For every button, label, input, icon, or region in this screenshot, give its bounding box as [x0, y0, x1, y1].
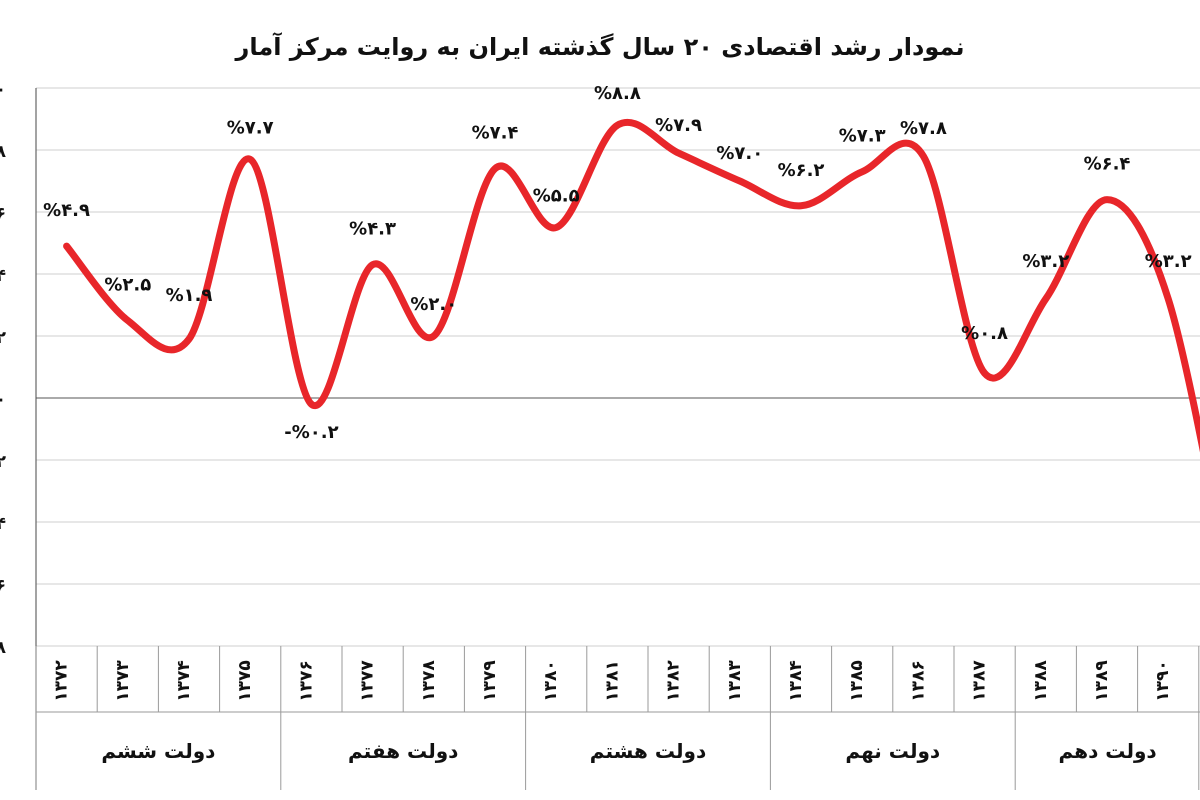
data-label: %۷.۹ — [655, 115, 702, 136]
data-label: %۴.۹ — [43, 200, 90, 221]
x-tick-label: ۱۳۷۷ — [358, 660, 378, 702]
data-label: %۷.۸ — [900, 118, 947, 139]
y-tick-label: ۶ — [0, 204, 6, 224]
x-tick-label: ۱۳۸۹ — [1092, 660, 1112, 702]
x-tick-label: ۱۳۹۰ — [1153, 660, 1173, 702]
y-tick-label: ۲ — [0, 452, 7, 472]
y-tick-label: ۰ — [0, 390, 6, 410]
y-tick-label: ۶ — [0, 576, 6, 596]
x-tick-label: ۱۳۸۸ — [1031, 660, 1051, 702]
x-tick-label: ۱۳۷۸ — [419, 660, 439, 702]
data-label: %۰.۸ — [961, 323, 1008, 344]
x-tick-label: ۱۳۷۴ — [174, 660, 194, 702]
y-tick-label: ۱۰ — [0, 80, 6, 100]
group-label: دولت هفتم — [348, 739, 458, 763]
x-tick-label: ۱۳۸۲ — [664, 660, 684, 702]
x-tick-label: ۱۳۸۰ — [541, 660, 561, 702]
group-label: دولت دهم — [1059, 739, 1157, 763]
data-label: %۷.۰ — [716, 143, 763, 164]
x-tick-label: ۱۳۸۴ — [786, 660, 806, 702]
x-tick-label: ۱۳۸۱ — [602, 660, 622, 702]
group-label: دولت نهم — [845, 739, 940, 763]
data-label: -%۰.۲ — [284, 422, 338, 443]
data-label: %۳.۲ — [1145, 251, 1192, 272]
data-label: %۷.۳ — [839, 126, 886, 147]
x-tick-label: ۱۳۷۳ — [113, 660, 133, 702]
data-label: %۸.۸ — [594, 83, 641, 104]
x-tick-label: ۱۳۸۶ — [908, 660, 928, 702]
data-label: %۵.۵ — [533, 186, 580, 207]
y-tick-label: ۴ — [0, 514, 6, 534]
data-label: %۲.۵ — [104, 275, 151, 296]
x-tick-label: ۱۳۸۷ — [970, 660, 990, 702]
data-label: %۳.۲ — [1022, 251, 1069, 272]
data-label: %۲.۰ — [410, 294, 457, 315]
data-label: %۴.۳ — [349, 219, 396, 240]
data-labels: %۴.۹ %۲.۵ %۱.۹ %۷.۷ -%۰.۲ %۴.۳ %۲.۰ %۷.۴ %۵.۵ %۸.… — [43, 83, 1191, 443]
data-label: %۶.۴ — [1084, 154, 1131, 175]
gridlines — [36, 87, 1200, 647]
x-tick-label: ۱۳۷۹ — [480, 660, 500, 702]
x-axis-frame — [35, 88, 1200, 790]
y-axis-ticks: ۱۰ ۸ ۶ ۴ ۲ ۰ ۲ ۴ ۶ ۸ — [0, 80, 7, 658]
group-label: دولت ششم — [101, 739, 215, 763]
data-label: %۷.۷ — [227, 117, 274, 138]
growth-series-line — [63, 118, 1200, 453]
group-label: دولت هشتم — [590, 739, 706, 763]
x-tick-label: ۱۳۷۵ — [235, 660, 255, 702]
y-tick-label: ۴ — [0, 266, 6, 286]
data-label: %۱.۹ — [166, 285, 213, 306]
x-tick-label: ۱۳۸۵ — [847, 660, 867, 702]
x-tick-label: ۱۳۸۳ — [725, 660, 745, 702]
data-label: %۶.۲ — [778, 160, 825, 181]
y-tick-label: ۸ — [0, 638, 7, 658]
x-axis-year-labels: ۱۳۷۲ ۱۳۷۳ ۱۳۷۴ ۱۳۷۵ ۱۳۷۶ ۱۳۷۷ ۱۳۷۸ ۱۳۷۹ ۱۳۸۰ ۱۳۸۱… — [52, 660, 1174, 702]
data-label: %۷.۴ — [472, 123, 519, 144]
chart-title: نمودار رشد اقتصادی ۲۰ سال گذشته ایران به… — [235, 32, 965, 61]
y-tick-label: ۸ — [0, 142, 7, 162]
x-tick-label: ۱۳۷۲ — [52, 660, 72, 702]
government-group-labels: دولت ششم دولت هفتم دولت هشتم دولت نهم دولت د… — [101, 739, 1156, 763]
y-tick-label: ۲ — [0, 328, 7, 348]
x-tick-label: ۱۳۷۶ — [296, 660, 316, 702]
